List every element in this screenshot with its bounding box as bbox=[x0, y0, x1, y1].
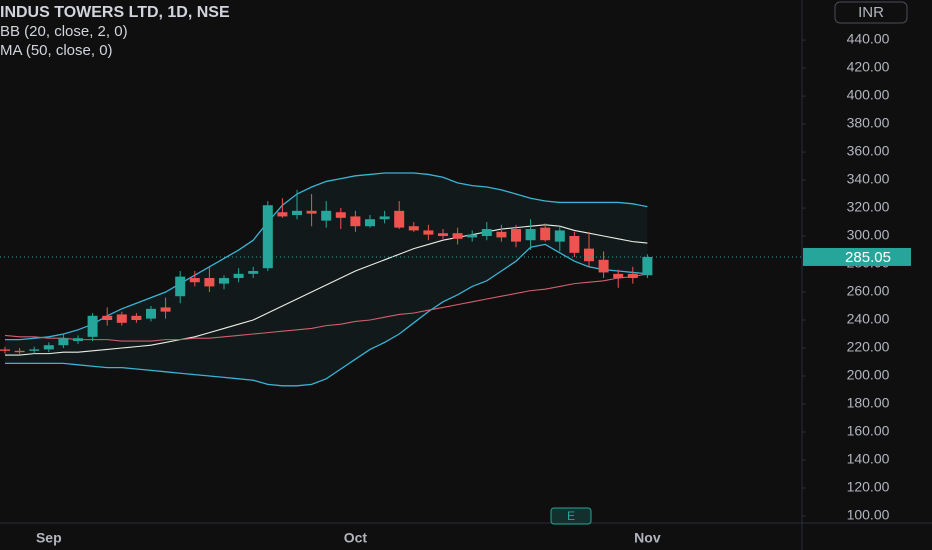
candle-body bbox=[116, 314, 127, 323]
plot-area bbox=[0, 172, 653, 387]
y-tick-label: 180.00 bbox=[847, 395, 890, 411]
candle-body bbox=[540, 227, 551, 241]
y-tick-label: 360.00 bbox=[847, 143, 890, 159]
ma-legend: MA (50, close, 0) bbox=[0, 42, 113, 59]
currency-button[interactable] bbox=[834, 1, 908, 24]
candle-body bbox=[146, 308, 156, 319]
y-tick-label: 240.00 bbox=[847, 311, 890, 327]
candle-body bbox=[394, 210, 405, 228]
legend: INDUS TOWERS LTD, 1D, NSE BB (20, close,… bbox=[0, 4, 230, 59]
candle-body bbox=[321, 210, 332, 221]
candle-body bbox=[29, 349, 40, 351]
candle-body bbox=[335, 212, 346, 218]
candle-body bbox=[496, 231, 507, 238]
y-tick-label: 320.00 bbox=[847, 199, 890, 215]
candle-body bbox=[408, 226, 419, 231]
x-tick-label: Nov bbox=[634, 530, 661, 546]
candle-body bbox=[219, 278, 229, 284]
candle-body bbox=[175, 276, 186, 297]
last-price-box bbox=[803, 247, 911, 266]
candle-body bbox=[481, 229, 492, 237]
candle-body bbox=[262, 205, 273, 269]
x-tick-label: Sep bbox=[36, 530, 62, 546]
y-tick-label: 100.00 bbox=[847, 507, 890, 523]
candle-body bbox=[554, 230, 565, 242]
bb-upper bbox=[5, 172, 648, 341]
y-tick-label: 160.00 bbox=[847, 423, 890, 439]
y-tick-label: 220.00 bbox=[847, 339, 890, 355]
candle-body bbox=[627, 273, 638, 279]
candle-body bbox=[511, 229, 521, 242]
candle-body bbox=[613, 273, 624, 279]
candle-body bbox=[233, 273, 244, 279]
candle-body bbox=[14, 350, 25, 353]
symbol-title: INDUS TOWERS LTD, 1D, NSE bbox=[0, 4, 230, 21]
candle-body bbox=[102, 315, 113, 321]
y-tick-label: 260.00 bbox=[847, 283, 890, 299]
candle-body bbox=[73, 338, 83, 342]
candle-body bbox=[204, 278, 215, 287]
candle-body bbox=[160, 307, 171, 312]
candle-body bbox=[569, 236, 580, 253]
y-tick-label: 300.00 bbox=[847, 227, 890, 243]
candle-body bbox=[248, 271, 259, 274]
candle-body bbox=[598, 259, 609, 273]
y-tick-label: 340.00 bbox=[847, 171, 890, 187]
candle-body bbox=[423, 230, 434, 235]
candle-body bbox=[642, 256, 653, 276]
earnings-badge[interactable] bbox=[550, 507, 592, 525]
candle-body bbox=[0, 349, 10, 351]
candle-body bbox=[277, 212, 288, 217]
candle-body bbox=[189, 278, 200, 283]
candle-body bbox=[43, 345, 54, 350]
candle-body bbox=[467, 234, 478, 238]
bb-basis bbox=[5, 224, 648, 356]
bb-legend: BB (20, close, 2, 0) bbox=[0, 23, 128, 40]
candle-body bbox=[306, 210, 317, 214]
candle-body bbox=[379, 216, 390, 220]
candle-body bbox=[525, 229, 536, 241]
x-tick-label: Oct bbox=[344, 530, 368, 546]
candle-body bbox=[87, 315, 98, 337]
candle-body bbox=[350, 216, 361, 227]
candle-body bbox=[58, 338, 69, 346]
currency-label[interactable]: INR bbox=[858, 4, 884, 21]
y-tick-label: 200.00 bbox=[847, 367, 890, 383]
last-price-label: 285.05 bbox=[845, 249, 891, 266]
y-tick-label: 440.00 bbox=[847, 31, 890, 47]
candle-body bbox=[438, 233, 448, 237]
earnings-label[interactable]: E bbox=[567, 509, 575, 523]
y-tick-label: 120.00 bbox=[847, 479, 890, 495]
y-tick-label: 400.00 bbox=[847, 87, 890, 103]
candle-body bbox=[452, 233, 463, 239]
bb-lower bbox=[5, 243, 648, 387]
y-tick-label: 420.00 bbox=[847, 59, 890, 75]
y-tick-label: 380.00 bbox=[847, 115, 890, 131]
candle-body bbox=[365, 219, 375, 227]
candle-body bbox=[584, 248, 594, 262]
ma-line bbox=[4, 273, 648, 342]
candle-body bbox=[292, 210, 302, 216]
y-tick-label: 140.00 bbox=[847, 451, 890, 467]
candle-body bbox=[131, 315, 142, 321]
